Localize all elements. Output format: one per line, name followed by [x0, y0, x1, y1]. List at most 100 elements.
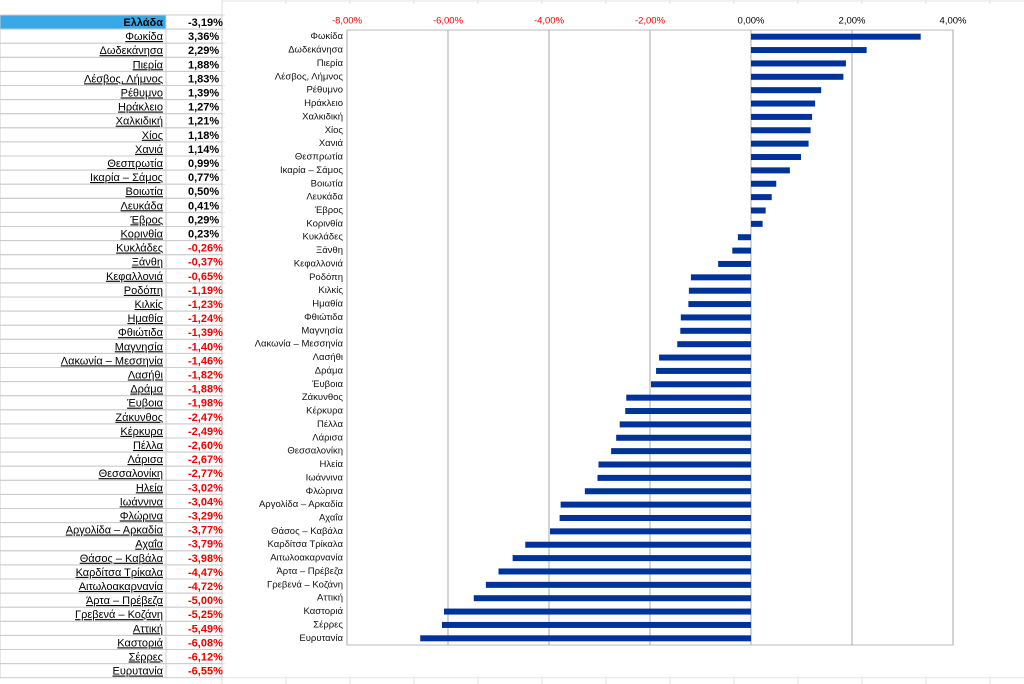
x-tick-label: -6,00% [433, 16, 464, 27]
category-label: Μαγνησία [301, 325, 343, 336]
category-label: Χίος [325, 125, 344, 136]
bar [525, 541, 751, 548]
bar [420, 635, 751, 642]
bar [656, 367, 751, 374]
region-name: Ηράκλειο [118, 102, 163, 114]
region-value: -3,77% [188, 525, 223, 537]
bar [598, 461, 751, 468]
category-label: Αιτωλοακαρνανία [270, 553, 343, 564]
region-value: -2,60% [188, 440, 223, 452]
region-name: Σέρρες [129, 651, 163, 663]
category-label: Ιωάννινα [306, 472, 344, 483]
region-name: Έβρος [129, 214, 163, 226]
region-name: Αττική [133, 623, 163, 635]
bar [751, 127, 811, 134]
category-label: Λέσβος, Λήμνος [275, 71, 344, 82]
bar [485, 581, 751, 588]
region-name: Λακωνία – Μεσσηνία [61, 355, 164, 367]
region-value: -0,65% [188, 271, 223, 283]
bar [688, 301, 751, 308]
x-tick-label: 2,00% [839, 16, 866, 27]
region-name: Ικαρία – Σάμος [90, 172, 163, 184]
bar [441, 621, 751, 628]
region-value: 1,14% [188, 144, 219, 156]
region-value: -6,12% [188, 651, 223, 663]
region-name: Φλώρινα [120, 510, 164, 522]
category-label: Φθιώτιδα [304, 312, 343, 323]
category-label: Κεφαλλονιά [294, 258, 344, 269]
region-name: Λευκάδα [121, 200, 164, 212]
region-name: Καρδίτσα Τρίκαλα [76, 567, 164, 579]
region-name: Βοιωτία [126, 186, 164, 198]
bar [498, 568, 751, 575]
category-label: Φλώρινα [306, 486, 344, 497]
category-label: Θεσσαλονίκη [287, 446, 343, 457]
bar [443, 608, 751, 615]
x-tick-label: -2,00% [635, 16, 666, 27]
region-name: Ηλεία [136, 482, 164, 494]
category-label: Ημαθία [312, 299, 343, 310]
bar [737, 234, 751, 241]
region-value: -1,39% [188, 327, 223, 339]
category-label: Χανιά [319, 138, 344, 149]
region-name: Ζάκυνθος [115, 412, 163, 424]
bar [559, 514, 751, 521]
region-value: 1,21% [188, 116, 219, 128]
region-value: -1,46% [188, 355, 223, 367]
bar [473, 595, 751, 602]
region-value: -1,19% [188, 285, 223, 297]
region-name: Γρεβενά – Κοζάνη [75, 609, 163, 621]
category-label: Κυκλάδες [303, 232, 344, 243]
region-name: Χίος [142, 130, 163, 142]
region-name: Λασήθι [128, 369, 164, 381]
bar [751, 140, 809, 147]
category-label: Γρεβενά – Κοζάνη [267, 579, 343, 590]
bar [550, 528, 751, 535]
region-value: -0,37% [188, 257, 223, 269]
category-label: Χαλκιδική [302, 111, 343, 122]
region-name: Κορινθία [121, 228, 164, 240]
region-name: Ευρυτανία [113, 666, 164, 678]
category-label: Πέλλα [317, 419, 343, 430]
category-label: Ικαρία – Σάμος [280, 165, 343, 176]
bar [751, 73, 844, 80]
region-value: -2,49% [188, 426, 223, 438]
region-value: 3,36% [188, 31, 219, 43]
selected-cell [0, 15, 166, 30]
region-value: -2,67% [188, 454, 223, 466]
x-tick-label: 0,00% [738, 16, 765, 27]
region-name: Κιλκίς [134, 299, 163, 311]
region-value: -2,47% [188, 412, 223, 424]
region-value: 1,27% [188, 102, 219, 114]
region-value: 1,88% [188, 59, 219, 71]
region-name: Λάρισα [127, 454, 163, 466]
bar [584, 488, 751, 495]
region-value: -5,49% [188, 623, 223, 635]
bar [751, 33, 921, 40]
bar [751, 100, 816, 107]
category-label: Λευκάδα [306, 192, 343, 203]
region-value: -3,19% [188, 17, 223, 29]
region-name: Φθιώτιδα [118, 327, 164, 339]
region-name: Ημαθία [127, 313, 163, 325]
category-label: Άρτα – Πρέβεζα [276, 566, 343, 577]
category-label: Ευρυτανία [299, 633, 343, 644]
category-label: Βοιωτία [311, 178, 344, 189]
cell [165, 663, 223, 679]
region-name: Θάσος – Καβάλα [80, 553, 164, 565]
region-value: -0,26% [188, 243, 223, 255]
category-label: Ζάκυνθος [302, 392, 344, 403]
region-name: Έυβοια [126, 398, 164, 410]
region-value: -5,00% [188, 595, 223, 607]
region-name: Θεσσαλονίκη [99, 468, 163, 480]
category-label: Πιερία [317, 58, 344, 69]
region-name: Θεσπρωτία [107, 158, 163, 170]
bar [751, 207, 766, 214]
region-value: -1,40% [188, 341, 223, 353]
category-label: Κορινθία [306, 218, 343, 229]
region-value: -3,02% [188, 482, 223, 494]
bar [512, 555, 751, 562]
region-name: Χαλκιδική [116, 116, 163, 128]
bar [751, 180, 777, 187]
bar [751, 220, 763, 227]
